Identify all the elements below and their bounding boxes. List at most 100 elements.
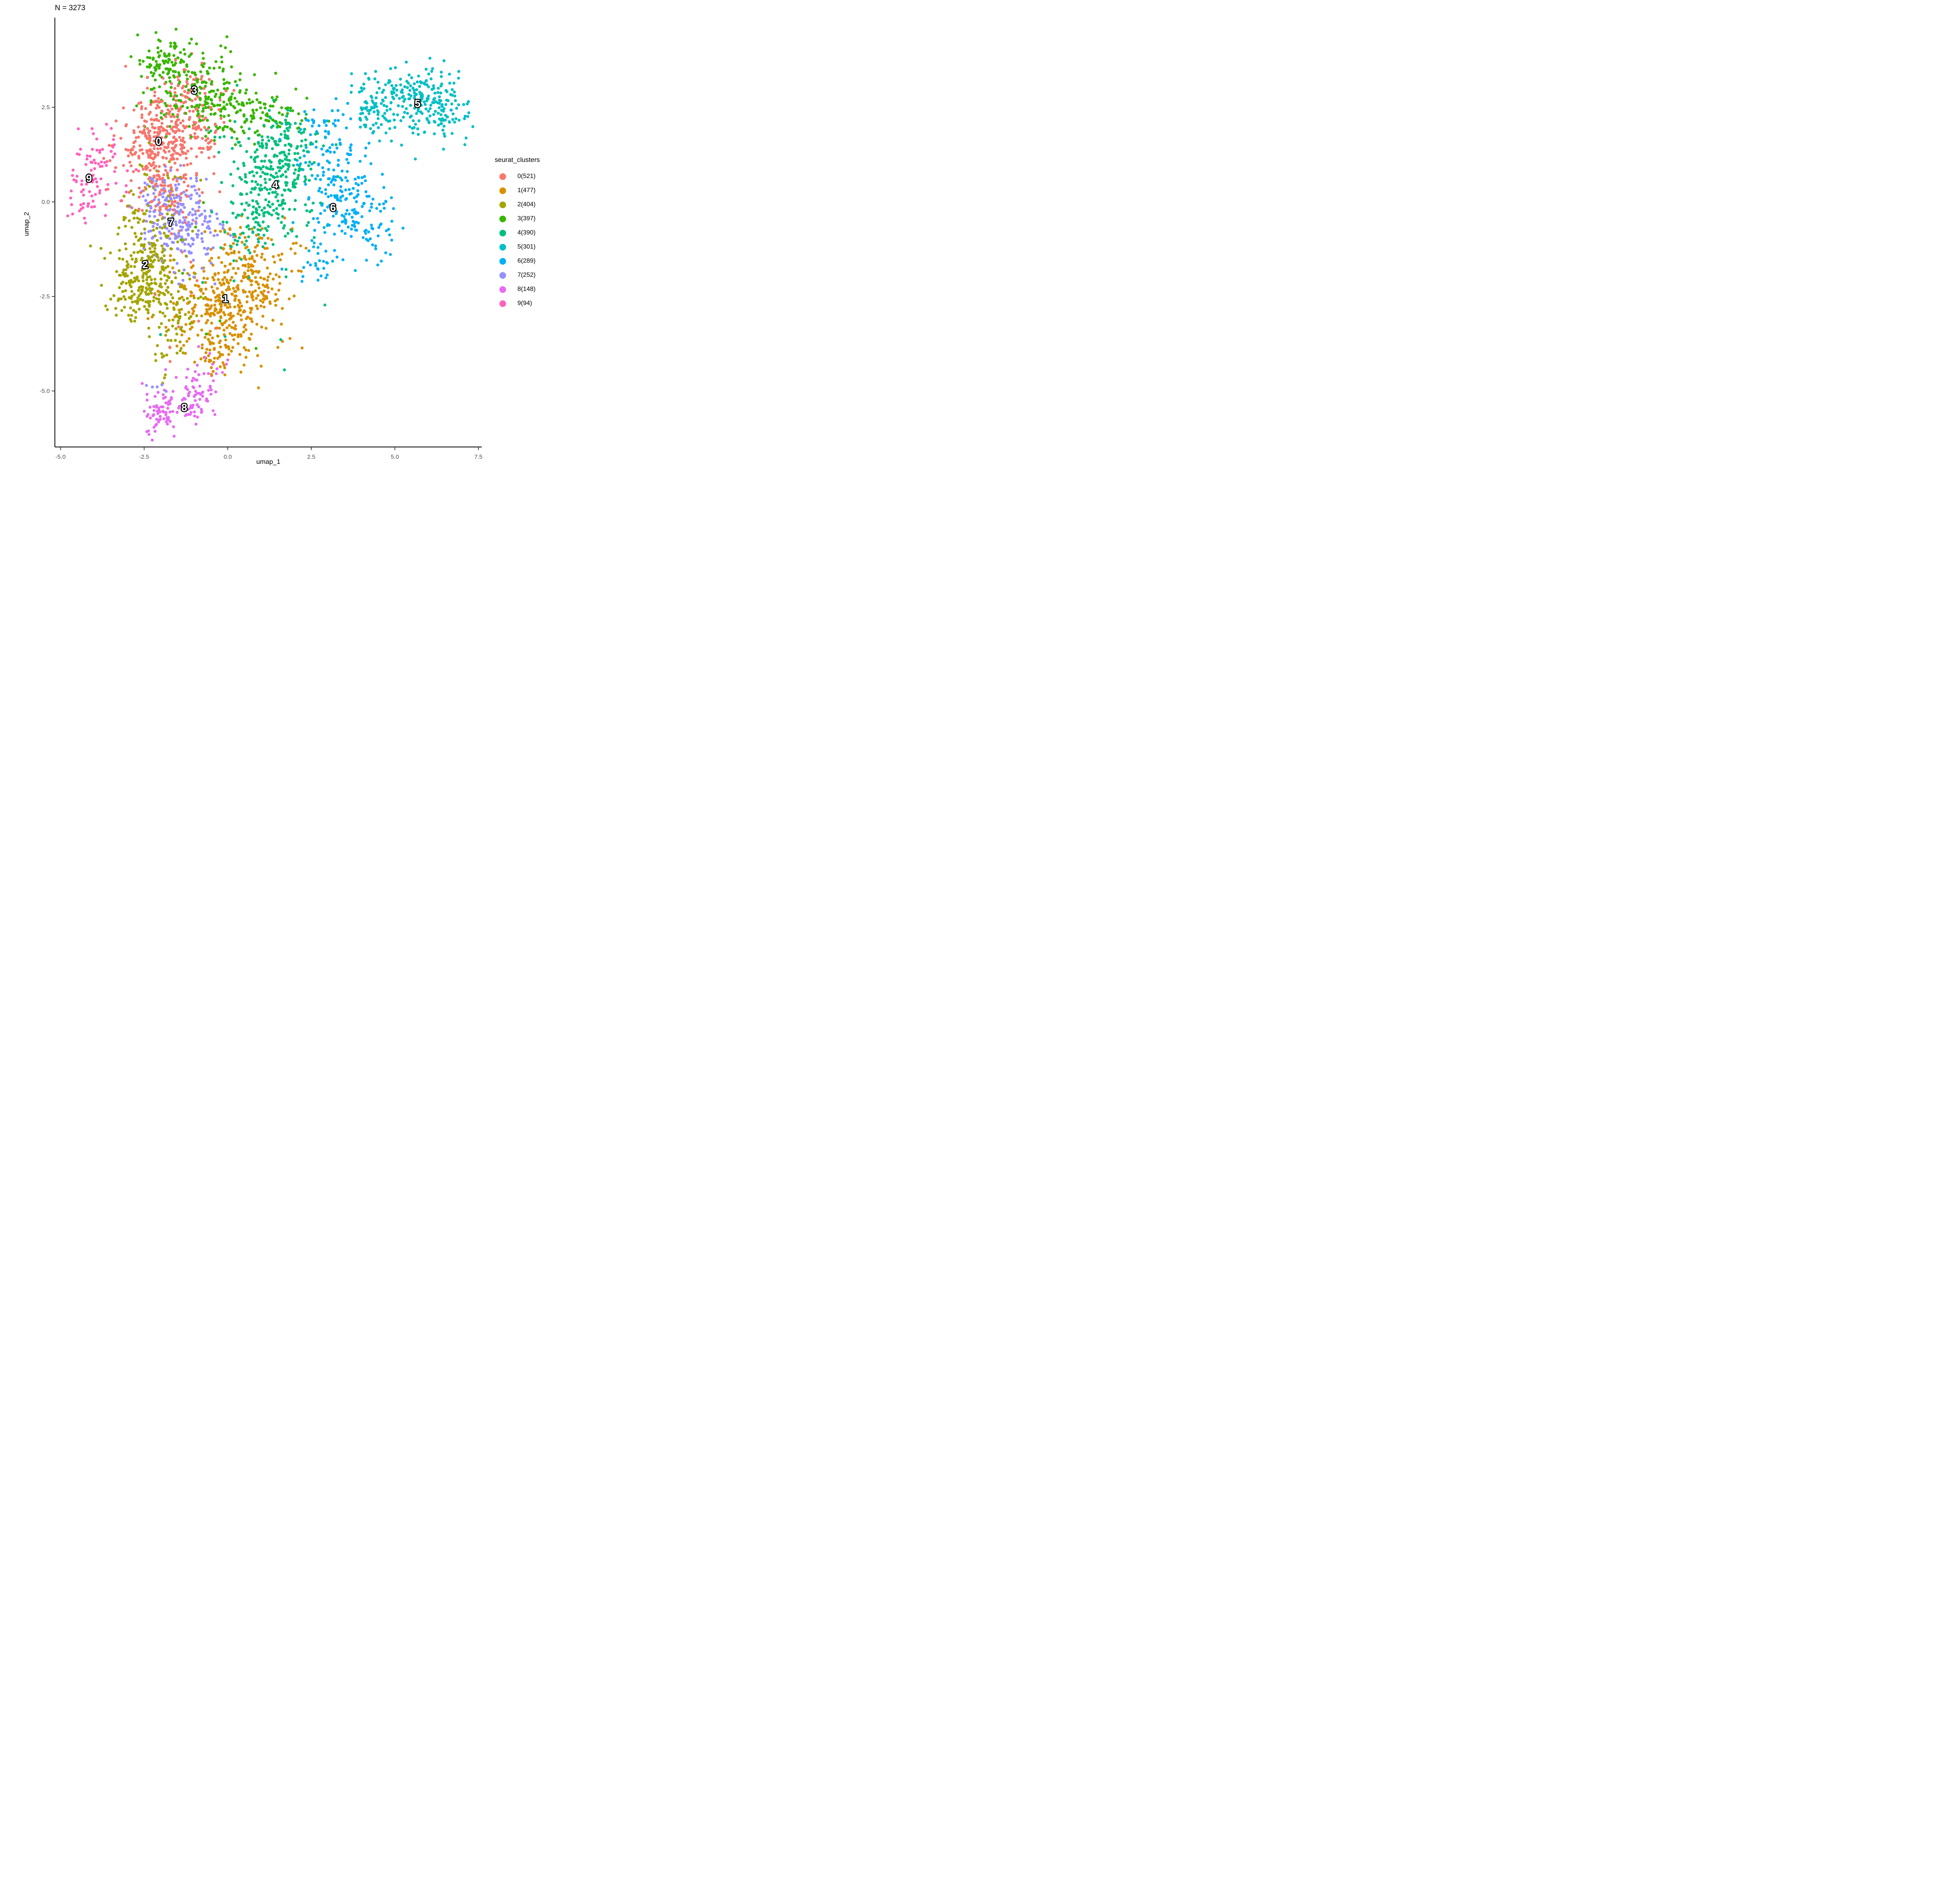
data-point bbox=[194, 98, 197, 101]
data-point bbox=[129, 151, 132, 154]
data-point bbox=[201, 281, 204, 284]
data-point bbox=[232, 242, 235, 245]
data-point bbox=[145, 278, 149, 282]
data-point bbox=[441, 129, 445, 132]
data-point bbox=[235, 137, 239, 140]
legend-item-label: 1(477) bbox=[517, 187, 536, 194]
data-point bbox=[139, 298, 142, 301]
data-point bbox=[237, 141, 240, 144]
data-point bbox=[163, 54, 167, 58]
data-point bbox=[389, 253, 392, 256]
data-point bbox=[199, 70, 202, 73]
data-point bbox=[166, 112, 170, 115]
data-point bbox=[463, 117, 466, 120]
data-point bbox=[191, 237, 195, 240]
data-point bbox=[208, 348, 212, 352]
data-point bbox=[174, 120, 178, 124]
data-point bbox=[133, 265, 136, 268]
data-point bbox=[191, 218, 194, 222]
data-point bbox=[206, 303, 209, 306]
data-point bbox=[187, 125, 191, 128]
data-point bbox=[263, 178, 267, 181]
cluster-label-8: 8 bbox=[181, 402, 187, 414]
data-point bbox=[241, 264, 245, 267]
data-point bbox=[231, 346, 234, 349]
data-point bbox=[122, 268, 125, 272]
data-point bbox=[225, 319, 228, 322]
data-point bbox=[149, 111, 152, 114]
data-point bbox=[210, 388, 213, 392]
data-point bbox=[228, 302, 231, 306]
data-point bbox=[196, 80, 199, 84]
data-point bbox=[256, 129, 259, 133]
data-point bbox=[156, 178, 159, 181]
data-point bbox=[175, 351, 179, 355]
data-point bbox=[390, 84, 394, 87]
data-point bbox=[280, 122, 283, 125]
data-point bbox=[277, 186, 280, 189]
data-point bbox=[255, 211, 258, 214]
data-point bbox=[145, 262, 149, 266]
data-point bbox=[321, 153, 325, 156]
data-point bbox=[178, 340, 182, 343]
data-point bbox=[200, 74, 204, 78]
x-tick-label: 2.5 bbox=[307, 454, 316, 460]
data-point bbox=[173, 200, 177, 203]
data-point bbox=[171, 296, 174, 300]
data-point bbox=[195, 42, 198, 45]
data-point bbox=[169, 205, 172, 208]
data-point bbox=[92, 132, 95, 135]
data-point bbox=[187, 233, 190, 236]
data-point bbox=[173, 315, 176, 318]
data-point bbox=[145, 164, 148, 168]
data-point bbox=[279, 167, 283, 170]
data-point bbox=[262, 234, 266, 237]
data-point bbox=[187, 228, 190, 231]
data-point bbox=[344, 222, 347, 225]
data-point bbox=[176, 247, 179, 250]
data-point bbox=[275, 171, 278, 175]
data-point bbox=[127, 191, 131, 194]
data-point bbox=[148, 335, 151, 338]
data-point bbox=[166, 171, 169, 174]
data-point bbox=[179, 349, 182, 352]
data-point bbox=[194, 213, 197, 216]
data-point bbox=[158, 191, 162, 194]
data-point bbox=[286, 109, 289, 112]
data-point bbox=[230, 136, 234, 139]
data-point bbox=[417, 107, 420, 111]
data-point bbox=[417, 133, 420, 136]
data-point bbox=[120, 309, 123, 312]
data-point bbox=[164, 326, 168, 329]
data-point bbox=[254, 280, 258, 283]
data-point bbox=[429, 77, 433, 80]
data-point bbox=[186, 77, 189, 81]
data-point bbox=[150, 250, 154, 254]
data-point bbox=[171, 390, 175, 393]
data-point bbox=[177, 71, 180, 74]
data-point bbox=[251, 199, 254, 202]
data-point bbox=[356, 211, 359, 215]
data-point bbox=[260, 291, 263, 294]
data-point bbox=[165, 307, 169, 310]
data-point bbox=[192, 376, 195, 380]
data-point bbox=[200, 267, 204, 270]
data-point bbox=[167, 71, 170, 74]
data-point bbox=[200, 62, 203, 65]
data-point bbox=[96, 185, 99, 188]
data-point bbox=[149, 405, 152, 409]
data-point bbox=[298, 164, 301, 167]
data-point bbox=[275, 212, 278, 215]
data-point bbox=[158, 85, 161, 89]
data-point bbox=[442, 59, 446, 62]
data-point bbox=[208, 259, 211, 262]
data-point bbox=[114, 182, 118, 185]
data-point bbox=[156, 46, 160, 49]
data-point bbox=[383, 112, 387, 115]
data-point bbox=[212, 313, 216, 317]
data-point bbox=[210, 262, 213, 265]
data-point bbox=[205, 310, 209, 313]
data-point bbox=[363, 124, 366, 127]
data-point bbox=[289, 109, 292, 112]
data-point bbox=[223, 135, 226, 138]
